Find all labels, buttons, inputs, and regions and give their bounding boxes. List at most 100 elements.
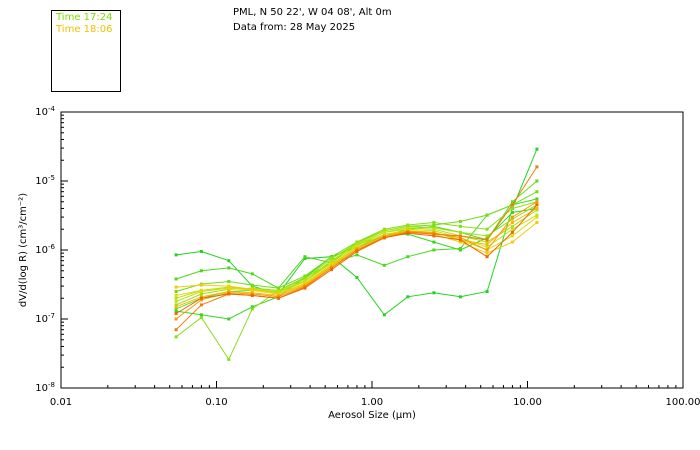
data-point — [485, 227, 489, 231]
data-point — [355, 250, 359, 253]
data-point — [432, 221, 436, 224]
data-point — [406, 255, 410, 259]
data-point — [458, 238, 462, 242]
data-point — [303, 277, 307, 281]
x-axis-label: Aerosol Size (μm) — [328, 410, 416, 421]
data-point — [303, 286, 307, 290]
data-point — [276, 296, 280, 300]
data-point — [250, 272, 254, 276]
data-point — [199, 298, 203, 302]
data-point — [330, 264, 334, 268]
data-point — [510, 221, 514, 224]
data-point — [250, 307, 254, 311]
data-point — [174, 296, 178, 300]
y-axis-label: dV/d(log R) (cm³/cm⁻²) — [18, 193, 29, 307]
data-point — [199, 250, 203, 253]
y-tick-label: 10-6 — [35, 243, 55, 256]
data-point — [458, 234, 462, 238]
data-point — [485, 251, 489, 255]
data-point — [174, 293, 178, 297]
data-point — [535, 200, 539, 204]
location-label: PML, N 50 22', W 04 08', Alt 0m — [233, 7, 392, 18]
data-point — [510, 240, 514, 244]
data-point — [199, 313, 203, 317]
data-point — [510, 234, 514, 238]
data-point — [174, 253, 178, 257]
data-point — [535, 213, 539, 217]
data-point — [330, 268, 334, 272]
data-point — [382, 263, 386, 267]
data-point — [227, 357, 231, 361]
y-tick-label: 10-4 — [35, 105, 55, 118]
data-point — [485, 248, 489, 252]
data-point — [174, 317, 178, 321]
data-point — [174, 277, 178, 281]
data-point — [330, 266, 334, 270]
data-point — [227, 286, 231, 290]
data-point — [227, 317, 231, 321]
data-point — [510, 215, 514, 219]
data-point — [199, 296, 203, 300]
y-tick-label: 10-5 — [35, 174, 55, 187]
data-point — [174, 312, 178, 315]
data-point — [174, 309, 178, 313]
series-line-2 — [176, 208, 537, 320]
data-point — [199, 269, 203, 273]
data-point — [199, 303, 203, 307]
data-point — [382, 230, 386, 234]
data-point — [535, 203, 539, 207]
x-tick-label: 0.10 — [205, 397, 227, 408]
x-tick-label: 100.00 — [666, 397, 700, 408]
data-point — [432, 234, 436, 238]
data-point — [458, 247, 462, 250]
data-point — [485, 213, 489, 217]
x-tick-label: 1.00 — [361, 397, 383, 408]
data-point — [432, 223, 436, 227]
data-point — [174, 290, 178, 293]
data-point — [250, 287, 254, 291]
data-point — [382, 227, 386, 231]
data-point — [382, 232, 386, 236]
chart-header: PML, N 50 22', W 04 08', Alt 0m Data fro… — [233, 5, 392, 35]
data-point — [174, 307, 178, 311]
data-point — [458, 219, 462, 223]
data-point — [535, 215, 539, 219]
data-point — [406, 295, 410, 299]
data-point — [510, 200, 514, 204]
data-point — [382, 313, 386, 317]
data-point — [535, 207, 539, 210]
data-point — [510, 227, 514, 231]
data-point — [535, 221, 539, 224]
legend-entry-1: Time 17:24 — [56, 12, 113, 23]
data-point — [174, 285, 178, 289]
data-point — [432, 291, 436, 295]
y-tick-label: 10-8 — [35, 381, 55, 394]
data-point — [227, 284, 231, 288]
data-point — [303, 280, 307, 283]
data-point — [432, 248, 436, 252]
data-point — [174, 335, 178, 339]
data-point — [510, 211, 514, 214]
data-point — [330, 257, 334, 261]
data-point — [330, 255, 334, 259]
data-point — [458, 224, 462, 228]
data-point — [227, 259, 231, 263]
data-point — [355, 276, 359, 279]
data-point — [303, 255, 307, 259]
data-point — [250, 305, 254, 309]
data-point — [485, 238, 489, 242]
legend-entry-2: Time 18:06 — [56, 24, 113, 35]
plot-area — [60, 111, 684, 389]
data-point — [485, 243, 489, 246]
legend-box: Time 17:24 Time 18:06 — [51, 10, 121, 92]
data-point — [406, 231, 410, 235]
data-point — [432, 232, 436, 236]
data-point — [432, 227, 436, 231]
data-point — [535, 147, 539, 151]
data-point — [199, 288, 203, 292]
data-point — [330, 259, 334, 263]
data-point — [382, 229, 386, 233]
data-point — [227, 266, 231, 270]
date-label: Data from: 28 May 2025 — [233, 22, 356, 33]
